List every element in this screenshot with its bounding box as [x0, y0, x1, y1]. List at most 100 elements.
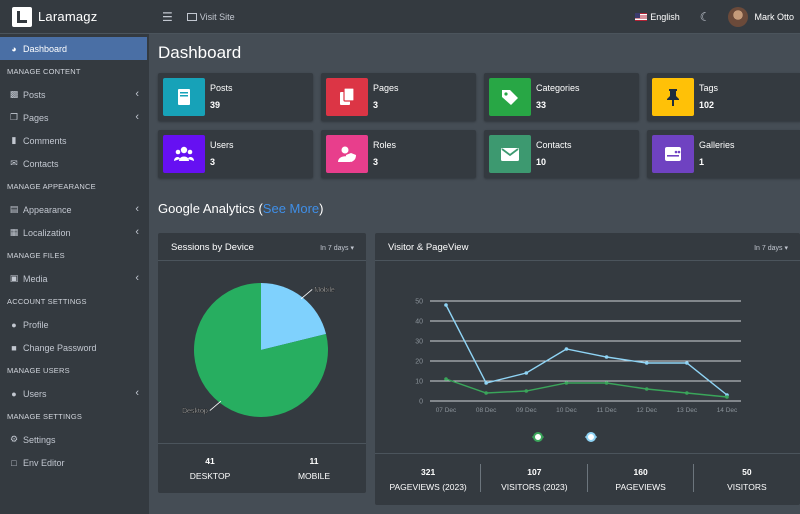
chevron-left-icon: ‹: [135, 387, 139, 399]
data-point[interactable]: [484, 381, 488, 385]
comment-icon: ▮: [11, 135, 17, 145]
sidebar-item-label: Profile: [23, 319, 49, 330]
visitor-card: Visitor & PageView In 7 days ▾ 0 10 20 30 40…: [375, 233, 800, 505]
sidebar-item-dashboard[interactable]: ◕ Dashboard: [0, 37, 147, 60]
data-point[interactable]: [604, 355, 609, 359]
brand[interactable]: Laramagz: [0, 0, 149, 34]
sidebar-item-label: Media: [23, 273, 48, 284]
info-box-users[interactable]: Users 3: [158, 130, 313, 178]
stat-visitors-2023: 107 VISITORS (2023): [481, 454, 588, 505]
stat-label: PAGEVIEWS (2023): [389, 482, 467, 492]
sidebar-item-label: Localization: [23, 227, 71, 238]
data-point[interactable]: [685, 361, 689, 365]
sessions-range-label: In 7 days: [320, 245, 349, 252]
sessions-card-header: Sessions by Device In 7 days ▾: [158, 233, 366, 261]
info-box-pages[interactable]: Pages 3: [321, 73, 476, 121]
data-point[interactable]: [604, 381, 609, 385]
navbar-right: English ☾ Mark Otto: [635, 0, 800, 34]
data-point[interactable]: [644, 387, 649, 391]
visitor-range-dropdown[interactable]: In 7 days ▾: [754, 244, 788, 252]
data-point[interactable]: [644, 361, 649, 365]
sidebar-item-settings[interactable]: ⚙ Settings: [0, 428, 149, 451]
file-icon: □: [11, 457, 17, 468]
x-tick-label: 08 Dec: [476, 407, 497, 414]
chevron-left-icon: ‹: [135, 111, 139, 123]
main-content: Dashboard Posts 39 Pages 3 Categories 33 Tags 1…: [149, 35, 800, 514]
info-box-roles[interactable]: Roles 3: [321, 130, 476, 178]
data-point[interactable]: [444, 303, 448, 307]
stat-label: DESKTOP: [189, 471, 231, 481]
legend-marker[interactable]: [533, 432, 543, 442]
sidebar-item-contacts[interactable]: ✉ Contacts: [0, 152, 149, 175]
info-box-contacts[interactable]: Contacts 10: [484, 130, 639, 178]
info-box-label: Galleries: [699, 140, 735, 150]
sessions-range-dropdown[interactable]: In 7 days ▾: [320, 244, 354, 252]
envelope-icon: [489, 135, 531, 173]
google-analytics-label: Google Analytics: [158, 201, 255, 216]
stat-mobile: 11 MOBILE: [262, 444, 366, 493]
x-tick-label: 09 Dec: [516, 407, 537, 414]
data-point[interactable]: [484, 391, 488, 395]
sidebar-item-label: Change Password: [23, 342, 97, 353]
info-box-galleries[interactable]: Galleries 1: [647, 130, 800, 178]
visitor-stats: 321 PAGEVIEWS (2023) 107 VISITORS (2023) 160…: [375, 453, 800, 505]
copy-icon: [326, 78, 368, 116]
data-point[interactable]: [564, 381, 569, 385]
y-tick-label: 10: [415, 379, 423, 386]
info-box-label: Contacts: [536, 140, 572, 150]
info-box-value: 33: [536, 100, 547, 110]
stat-value: 107: [527, 467, 542, 477]
sidebar-item-posts[interactable]: ▩ Posts ‹: [0, 83, 149, 106]
sidebar-item-users[interactable]: ● Users ‹: [0, 382, 149, 405]
visit-site-link[interactable]: Visit Site: [186, 12, 235, 22]
info-box-tags[interactable]: Tags 102: [647, 73, 800, 121]
chevron-left-icon: ‹: [135, 203, 139, 215]
data-point[interactable]: [685, 391, 689, 395]
dark-mode-toggle-icon[interactable]: ☾: [699, 10, 711, 24]
sidebar-item-env-editor[interactable]: □ Env Editor: [0, 451, 149, 474]
sidebar-item-pages[interactable]: ❐ Pages ‹: [0, 106, 149, 129]
paint-roller-icon: ▤: [9, 204, 19, 214]
pie-label-line: [209, 400, 222, 411]
y-tick-label: 30: [415, 339, 423, 346]
info-box-value: 3: [373, 100, 379, 110]
stat-value: 321: [421, 467, 436, 477]
user-name[interactable]: Mark Otto: [754, 12, 794, 22]
sidebar-item-appearance[interactable]: ▤ Appearance ‹: [0, 198, 149, 221]
data-point[interactable]: [725, 395, 729, 399]
see-more-link[interactable]: See More: [262, 201, 320, 216]
user-icon: ●: [11, 319, 17, 330]
sidebar-item-comments[interactable]: ▮ Comments: [0, 129, 149, 152]
sidebar-item-media[interactable]: ▣ Media ‹: [0, 267, 149, 290]
chevron-left-icon: ‹: [135, 272, 139, 284]
pie-slice-mobile[interactable]: [261, 283, 327, 350]
pie-slice-desktop[interactable]: [194, 283, 328, 417]
info-box-label: Posts: [210, 83, 233, 93]
us-flag-icon: [635, 13, 648, 21]
avatar[interactable]: [728, 7, 749, 27]
data-point[interactable]: [524, 389, 529, 393]
book-icon: ▩: [9, 89, 19, 99]
sidebar-item-change-password[interactable]: ■ Change Password: [0, 336, 149, 359]
sidebar-item-label: Settings: [23, 434, 56, 445]
info-box-label: Tags: [699, 83, 719, 93]
data-point[interactable]: [444, 377, 448, 381]
hamburger-menu-icon[interactable]: ☰: [162, 9, 173, 24]
legend-marker[interactable]: [586, 432, 596, 442]
visitor-range-label: In 7 days: [754, 245, 783, 252]
chevron-left-icon: ‹: [135, 226, 139, 238]
x-tick-label: 14 Dec: [717, 407, 738, 414]
info-box-posts[interactable]: Posts 39: [158, 73, 313, 121]
sidebar-item-localization[interactable]: ▦ Localization ‹: [0, 221, 149, 244]
x-tick-label: 12 Dec: [636, 407, 657, 414]
info-box-categories[interactable]: Categories 33: [484, 73, 639, 121]
info-box-value: 3: [210, 157, 216, 167]
photo-icon: ▣: [9, 273, 19, 283]
language-dropdown[interactable]: English: [635, 12, 680, 22]
sessions-card: Sessions by Device In 7 days ▾ Mobile Des…: [158, 233, 366, 493]
stat-value: 11: [309, 456, 319, 466]
sidebar-item-profile[interactable]: ● Profile: [0, 313, 149, 336]
data-point[interactable]: [564, 347, 569, 351]
data-point[interactable]: [524, 371, 529, 375]
lock-icon: ■: [11, 342, 17, 353]
